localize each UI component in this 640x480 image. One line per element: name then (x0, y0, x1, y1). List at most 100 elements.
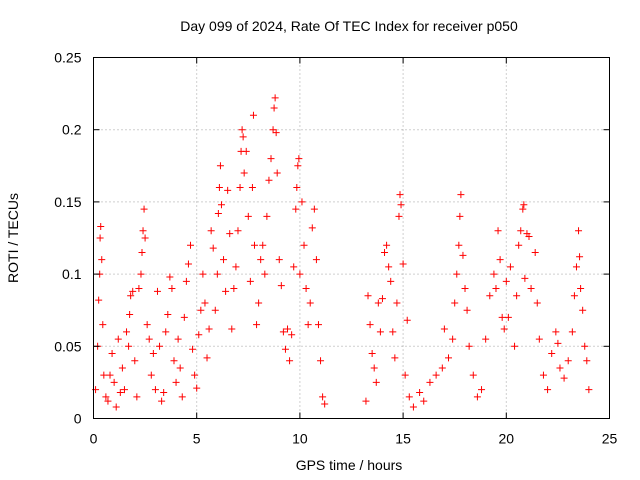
data-point (426, 378, 434, 386)
data-point (271, 94, 279, 102)
data-point (387, 277, 395, 285)
data-point (469, 371, 477, 379)
data-point (482, 335, 490, 343)
data-point (277, 282, 285, 290)
data-point (554, 339, 562, 347)
data-point (533, 299, 541, 307)
y-tick-label: 0 (74, 411, 82, 427)
y-tick-label: 0.15 (54, 194, 81, 210)
data-point (319, 393, 327, 401)
data-point (265, 176, 273, 184)
data-point (156, 342, 164, 350)
y-tick-label: 0.2 (62, 122, 82, 138)
data-point (232, 263, 240, 271)
data-point (168, 285, 176, 293)
data-point (261, 270, 269, 278)
data-point (110, 378, 118, 386)
data-point (577, 285, 585, 293)
data-point (249, 111, 257, 119)
data-point (272, 129, 280, 137)
data-point (298, 198, 306, 206)
data-point (496, 256, 504, 264)
data-point (160, 389, 168, 397)
data-point (215, 183, 223, 191)
data-point (199, 270, 207, 278)
data-point (216, 162, 224, 170)
data-point (506, 263, 514, 271)
data-point (312, 256, 320, 264)
data-point (583, 357, 591, 365)
data-point (457, 191, 465, 199)
data-point (535, 335, 543, 343)
data-point (378, 295, 386, 303)
data-point (151, 386, 159, 394)
data-point (521, 274, 529, 282)
data-point (504, 313, 512, 321)
data-point (456, 212, 464, 220)
data-point (118, 364, 126, 372)
data-point (129, 287, 137, 295)
data-point (100, 371, 108, 379)
data-point (273, 169, 281, 177)
data-point (374, 299, 382, 307)
data-point (455, 241, 463, 249)
x-tick-label: 15 (395, 431, 411, 447)
data-point (520, 201, 528, 209)
data-point (372, 378, 380, 386)
data-point (405, 393, 413, 401)
data-point (102, 393, 110, 401)
data-point (302, 285, 310, 293)
data-point (364, 292, 372, 300)
data-point (381, 248, 389, 256)
data-point (432, 371, 440, 379)
data-point (517, 227, 525, 235)
data-point (445, 354, 453, 362)
data-point (389, 328, 397, 336)
data-point (114, 335, 122, 343)
data-point (187, 241, 195, 249)
data-point (575, 227, 583, 235)
x-tick-label: 20 (499, 431, 515, 447)
data-point (304, 321, 312, 329)
data-point (502, 277, 510, 285)
data-point (568, 328, 576, 336)
data-point (253, 321, 261, 329)
data-point (180, 313, 188, 321)
data-point (292, 205, 300, 213)
data-point (453, 270, 461, 278)
data-point (176, 364, 184, 372)
data-point (248, 183, 256, 191)
y-axis-label: ROTI / TECUs (5, 193, 21, 283)
y-tick-label: 0.05 (54, 338, 81, 354)
data-point (127, 292, 135, 300)
data-point (267, 155, 275, 163)
data-point (104, 397, 112, 405)
data-point (525, 233, 533, 241)
data-point (459, 251, 467, 259)
data-point (451, 299, 459, 307)
data-point (213, 270, 221, 278)
data-point (314, 321, 322, 329)
data-point (95, 296, 103, 304)
data-point (579, 306, 587, 314)
data-point (284, 325, 292, 333)
data-point (492, 285, 500, 293)
data-point (123, 328, 131, 336)
data-point (149, 350, 157, 358)
data-point (572, 263, 580, 271)
data-point (368, 350, 376, 358)
data-point (99, 321, 107, 329)
data-point (207, 227, 215, 235)
data-point (211, 306, 219, 314)
data-point (236, 183, 244, 191)
data-point (321, 400, 329, 408)
data-point (112, 403, 120, 411)
data-point (263, 212, 271, 220)
data-point (242, 147, 250, 155)
data-point (195, 331, 203, 339)
data-point (527, 285, 535, 293)
data-point (125, 342, 133, 350)
data-point (158, 397, 166, 405)
data-point (224, 186, 232, 194)
data-point (570, 292, 578, 300)
